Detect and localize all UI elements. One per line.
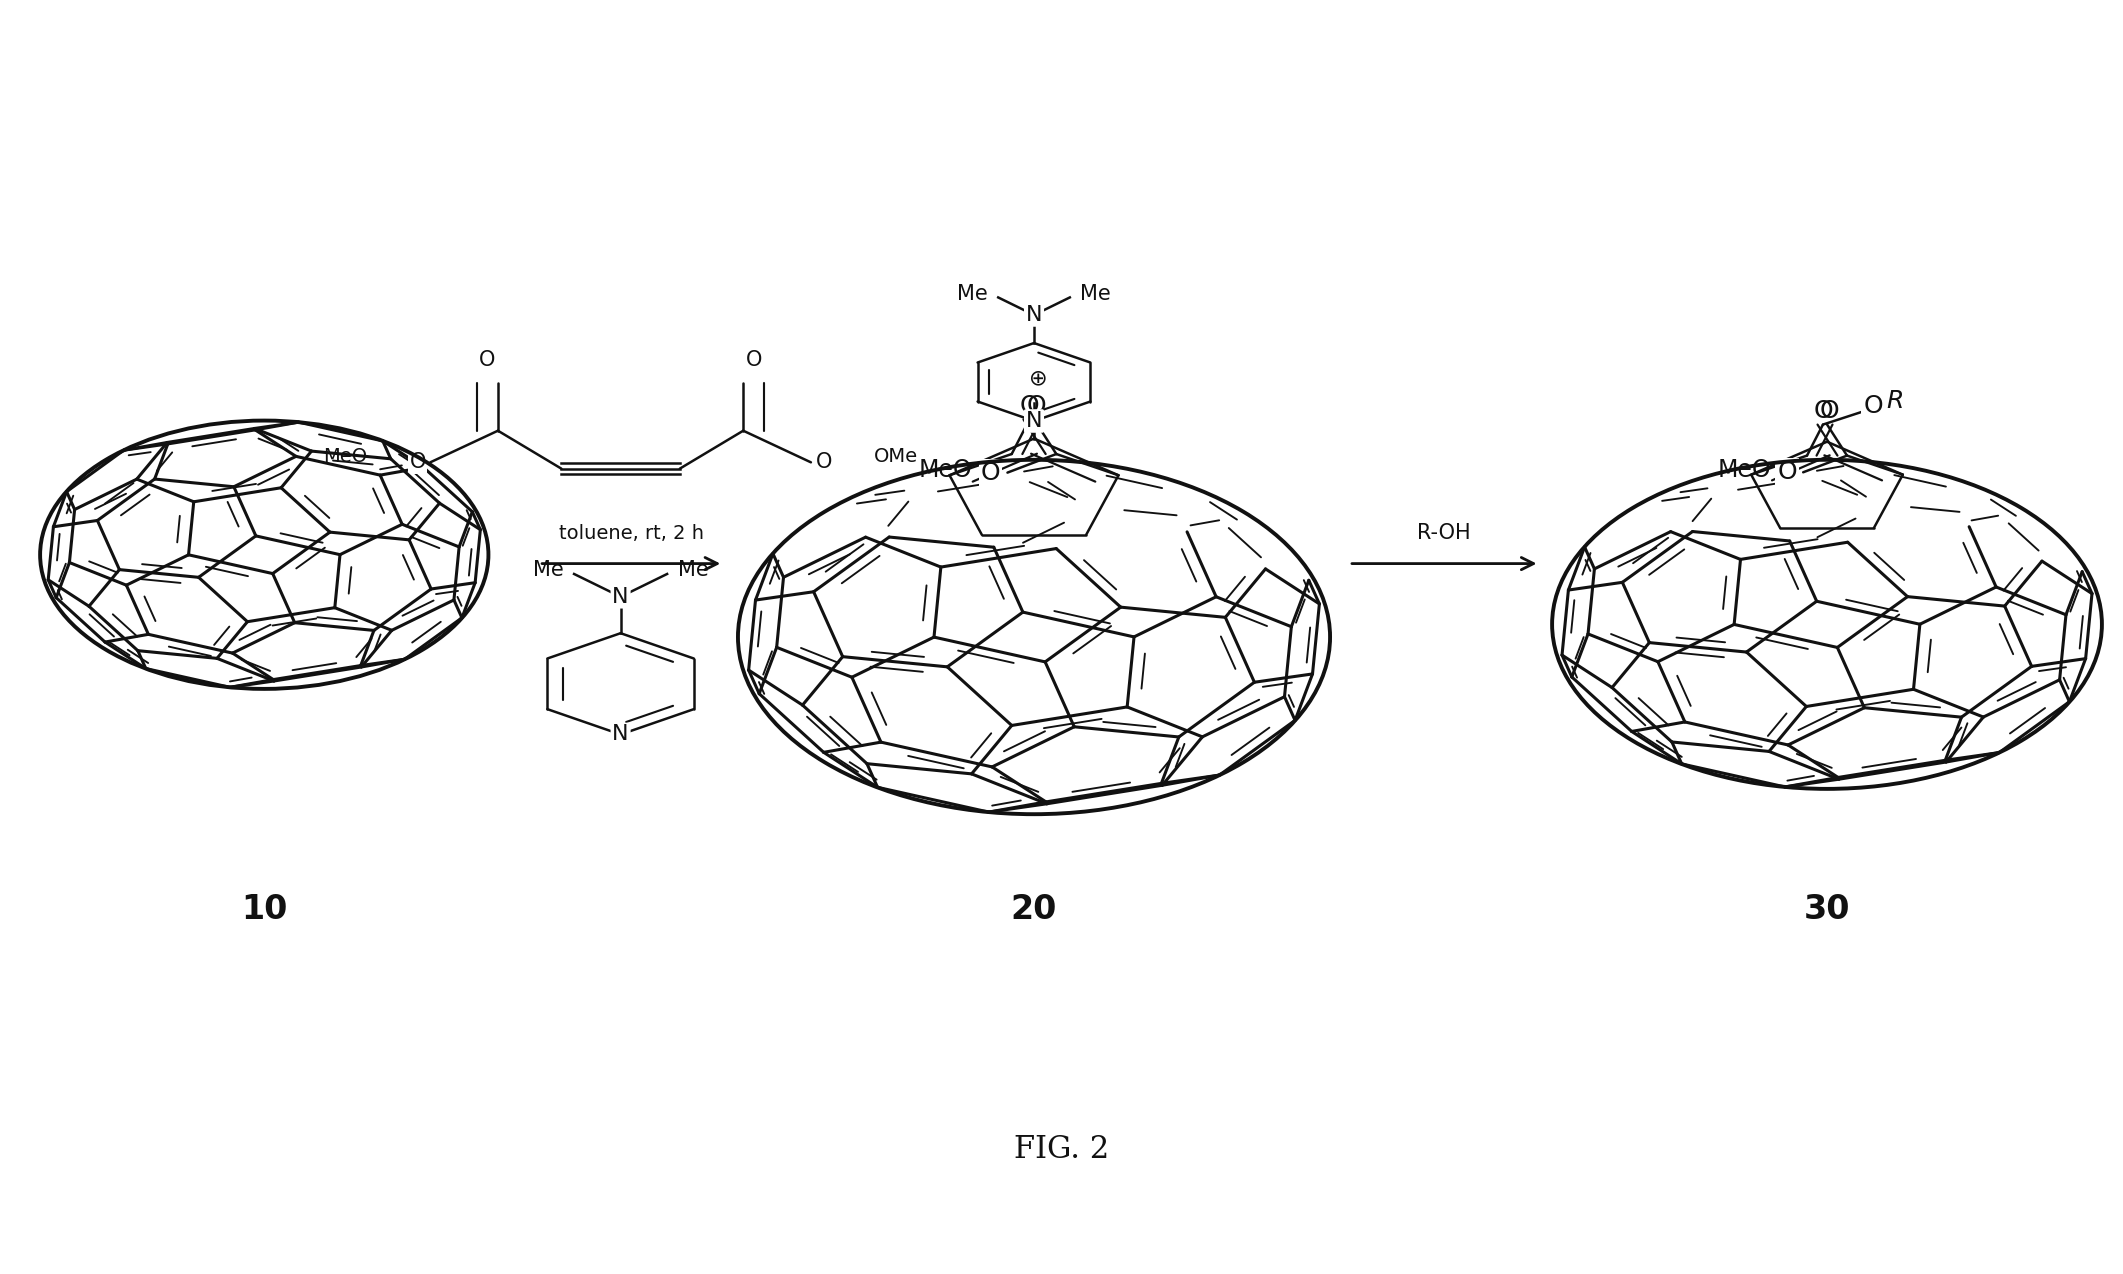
Text: O: O xyxy=(1019,394,1040,418)
Text: O: O xyxy=(1777,460,1796,484)
Text: MeO: MeO xyxy=(1718,457,1771,482)
Text: O: O xyxy=(1864,395,1883,418)
Text: O: O xyxy=(1819,399,1839,423)
Text: 10: 10 xyxy=(242,893,287,926)
Text: Me: Me xyxy=(1081,284,1110,303)
Text: 20: 20 xyxy=(1011,893,1057,926)
Text: O: O xyxy=(815,452,832,473)
Text: Me: Me xyxy=(957,284,987,303)
Text: O: O xyxy=(1813,399,1832,423)
Text: toluene, rt, 2 h: toluene, rt, 2 h xyxy=(558,525,703,543)
Text: R-OH: R-OH xyxy=(1418,524,1471,543)
Text: Me: Me xyxy=(677,561,709,580)
Text: Me: Me xyxy=(533,561,563,580)
Text: N: N xyxy=(611,587,628,606)
Text: O: O xyxy=(1028,394,1047,418)
Text: FIG. 2: FIG. 2 xyxy=(1015,1134,1108,1166)
Text: O: O xyxy=(981,461,1000,484)
Text: OMe: OMe xyxy=(875,446,919,465)
Text: MeO: MeO xyxy=(323,446,367,465)
Text: MeO: MeO xyxy=(919,457,972,482)
Text: R: R xyxy=(1885,389,1904,413)
Text: O: O xyxy=(410,452,427,473)
Text: N: N xyxy=(611,725,628,744)
Text: N: N xyxy=(1025,412,1042,431)
Text: 30: 30 xyxy=(1805,893,1851,926)
Text: O: O xyxy=(745,350,762,369)
Text: $\oplus$: $\oplus$ xyxy=(1028,369,1047,389)
Text: N: N xyxy=(1025,304,1042,325)
Text: O: O xyxy=(480,350,495,369)
